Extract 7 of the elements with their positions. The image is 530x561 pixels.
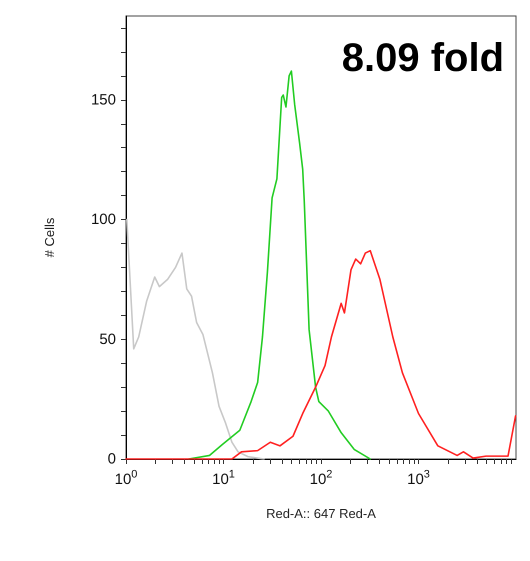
y-tick-label: 150	[90, 91, 116, 108]
y-tick-label: 100	[90, 211, 116, 228]
y-tick-label: 0	[108, 450, 116, 468]
y-tick-label: 50	[99, 330, 116, 348]
x-axis-title: Red-A:: 647 Red-A	[266, 506, 376, 521]
annotation: 8.09 fold	[342, 36, 504, 80]
y-axis-title: # Cells	[42, 217, 57, 258]
